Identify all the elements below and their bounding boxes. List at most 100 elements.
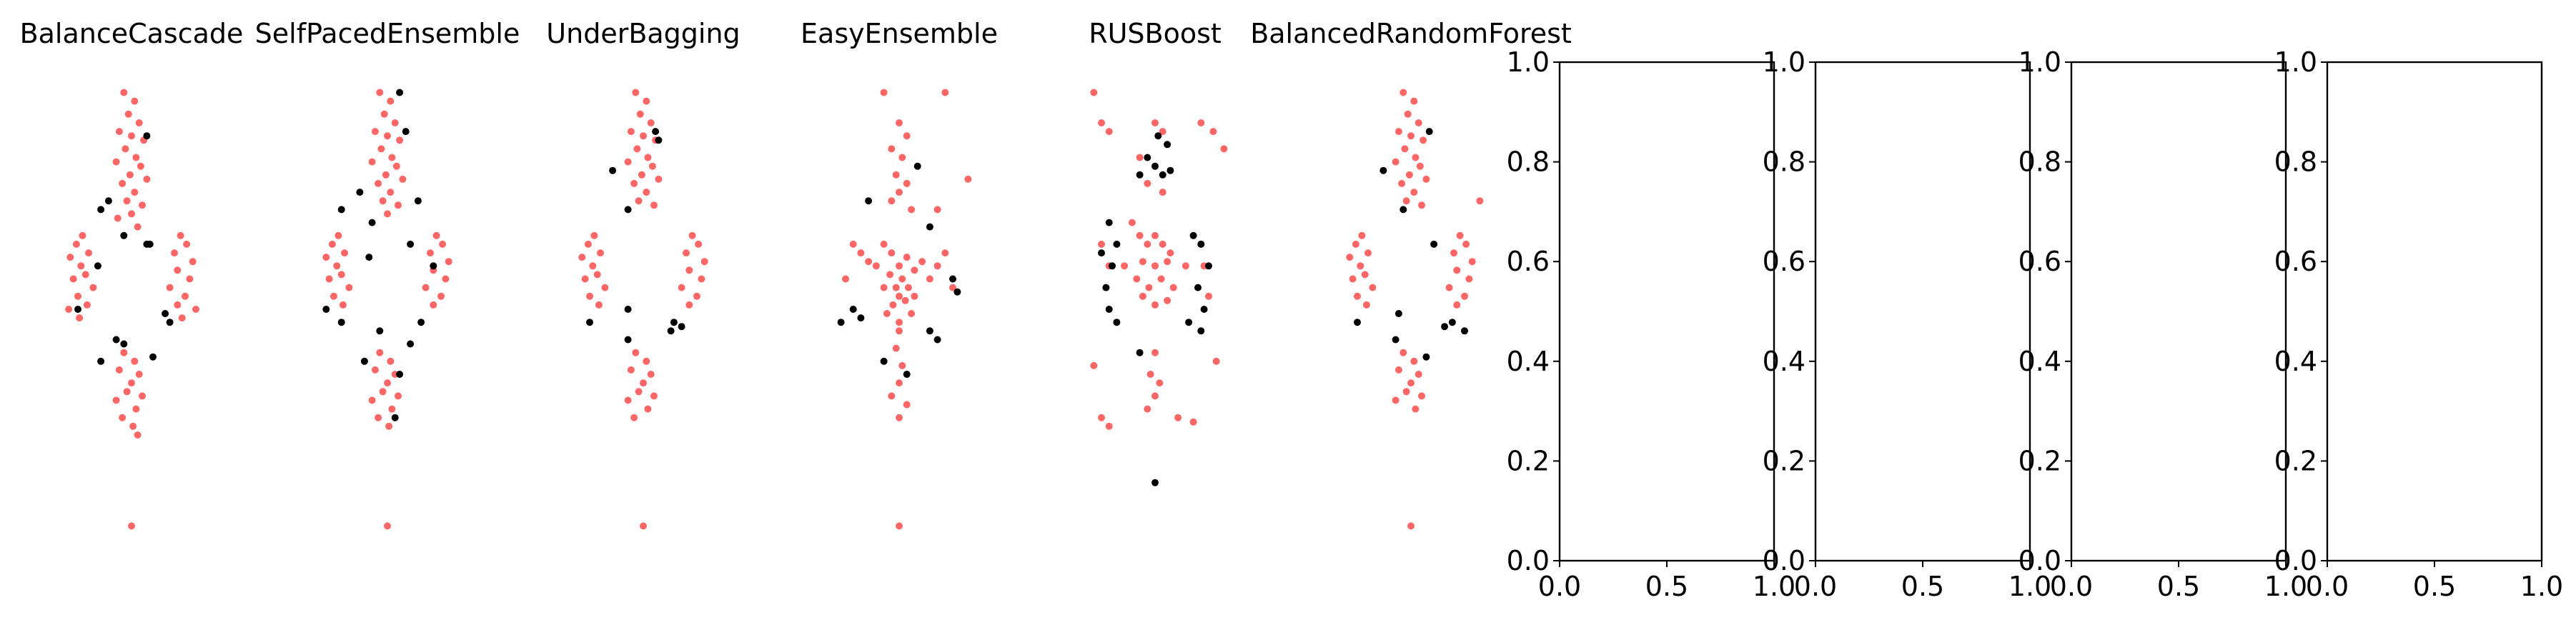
scatter-point [74, 306, 81, 313]
scatter-point [134, 223, 142, 231]
scatter-point [624, 158, 632, 166]
scatter-point [128, 379, 135, 387]
scatter-point [104, 197, 112, 205]
subplot-10: 0.0 0.5 1.0 0.0 0.2 0.4 0.6 0.8 1.0 [2274, 46, 2564, 602]
y-tick-label: 1.0 [2018, 46, 2061, 78]
scatter-point [384, 522, 391, 530]
scatter-point [1349, 275, 1357, 283]
scatter-point [1105, 306, 1113, 313]
scatter-point [1156, 379, 1164, 387]
scatter-point [143, 175, 151, 183]
scatter-point [644, 405, 652, 413]
scatter-point [1139, 258, 1146, 266]
scatter-point [122, 145, 129, 153]
scatter-point [1144, 405, 1151, 413]
scatter-point [1151, 301, 1159, 309]
scatter-point [1422, 175, 1430, 183]
subplot-title: BalanceCascade [20, 18, 244, 49]
scatter-point [186, 275, 194, 283]
scatter-point [670, 319, 678, 326]
scatter-point [76, 314, 84, 322]
scatter-point [81, 271, 89, 279]
y-tick-label: 0.0 [1507, 545, 1550, 576]
scatter-series-2 [586, 128, 685, 344]
scatter-point [1352, 240, 1359, 248]
scatter-point [688, 231, 696, 239]
scatter-point [377, 145, 385, 153]
scatter-point [1194, 284, 1202, 291]
y-tick-label: 0.2 [1763, 445, 1805, 476]
scatter-point [69, 275, 77, 283]
scatter-point [1151, 162, 1159, 170]
scatter-point [396, 371, 404, 378]
x-tick-label: 1.0 [1753, 571, 1795, 602]
scatter-point [1456, 231, 1464, 239]
scatter-point [896, 414, 903, 421]
scatter-point [1166, 166, 1174, 174]
scatter-point [402, 128, 410, 136]
scatter-point [1105, 219, 1113, 226]
scatter-point [1209, 128, 1217, 136]
scatter-point [1400, 206, 1407, 214]
scatter-point [643, 189, 650, 196]
scatter-point [1465, 275, 1473, 283]
scatter-point [630, 179, 638, 187]
scatter-point [633, 145, 641, 153]
scatter-point [79, 231, 86, 239]
scatter-point [1174, 414, 1182, 421]
y-tick-label: 0.8 [2018, 146, 2061, 178]
scatter-point [1121, 262, 1129, 270]
scatter-point [339, 301, 347, 309]
y-tick-label: 0.0 [2274, 545, 2317, 576]
scatter-point [898, 361, 906, 369]
subplot-5: RUSBoost [1089, 18, 1228, 486]
scatter-point [865, 258, 873, 266]
scatter-point [72, 240, 80, 248]
scatter-point [593, 271, 601, 279]
scatter-point [407, 340, 415, 348]
y-tick-label: 0.0 [2018, 545, 2061, 576]
scatter-point [880, 89, 888, 96]
scatter-point [1205, 262, 1212, 270]
scatter-point [601, 284, 609, 291]
scatter-point [384, 379, 391, 387]
scatter-point [964, 175, 972, 183]
scatter-point [1113, 319, 1121, 326]
scatter-point [1392, 158, 1400, 166]
scatter-point [1354, 319, 1361, 326]
scatter-point [638, 171, 645, 179]
scatter-point [371, 366, 379, 374]
scatter-point [892, 171, 900, 179]
scatter-point [1146, 371, 1154, 378]
scatter-point [368, 396, 376, 404]
scatter-point [83, 301, 91, 309]
scatter-point [387, 189, 395, 196]
scatter-point [597, 249, 604, 257]
scatter-point [1151, 479, 1159, 486]
scatter-point [1166, 249, 1174, 257]
scatter-point [119, 414, 127, 421]
scatter-point [178, 314, 186, 322]
scatter-point [368, 158, 376, 166]
scatter-point [387, 357, 395, 365]
scatter-point [120, 340, 128, 348]
scatter-point [322, 306, 330, 313]
scatter-point [581, 275, 589, 283]
scatter-point [644, 154, 652, 161]
y-tick-label: 0.6 [1763, 246, 1805, 277]
y-tick-label: 0.2 [1507, 445, 1550, 476]
scatter-point [650, 392, 658, 400]
subplot-title: UnderBagging [546, 18, 740, 49]
scatter-point [904, 284, 912, 291]
scatter-point [65, 306, 73, 313]
scatter-point [1392, 336, 1400, 344]
scatter-point [632, 349, 640, 356]
scatter-point [333, 262, 341, 270]
scatter-point [1402, 197, 1410, 205]
scatter-point [171, 249, 178, 257]
scatter-point [898, 154, 906, 161]
scatter-point [149, 353, 157, 361]
scatter-point [1410, 189, 1418, 196]
scatter-point [1139, 292, 1146, 300]
scatter-point [880, 284, 888, 291]
